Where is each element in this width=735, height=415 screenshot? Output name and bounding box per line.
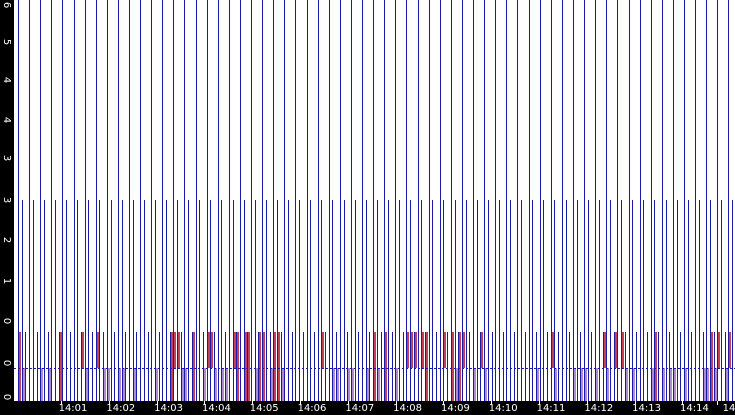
- x-tick-label: 14:04: [202, 403, 231, 414]
- x-tick-label: 14:09: [441, 403, 470, 414]
- y-tick-label: 5: [1, 39, 12, 45]
- x-tick-label: 14:13: [632, 403, 661, 414]
- y-tick-label: 0: [1, 360, 12, 366]
- event-lines: [14, 0, 735, 401]
- y-tick-label: 2: [1, 237, 12, 243]
- x-tick-label: 14: [723, 403, 735, 414]
- x-tick-label: 14:11: [537, 403, 566, 414]
- x-tick-label: 14:08: [393, 403, 422, 414]
- y-tick-label: 6: [1, 2, 12, 8]
- x-tick-label: 14:02: [106, 403, 135, 414]
- x-tick-label: 14:05: [250, 403, 279, 414]
- y-tick-label: 1: [1, 278, 12, 284]
- x-tick-label: 14:03: [154, 403, 183, 414]
- y-tick-label: 4: [1, 117, 12, 123]
- x-tick-label: 14:07: [345, 403, 374, 414]
- x-tick-label: 14:10: [489, 403, 518, 414]
- y-tick-label: 3: [1, 155, 12, 161]
- x-tick-label: 14:12: [584, 403, 613, 414]
- x-tick-label: 14:14: [680, 403, 709, 414]
- y-tick-label: 3: [1, 197, 12, 203]
- y-tick-label: 4: [1, 77, 12, 83]
- x-tick-label: 14:01: [59, 403, 88, 414]
- y-tick-label: 0: [1, 394, 12, 400]
- y-tick-label: 0: [1, 318, 12, 324]
- x-tick-label: 14:06: [298, 403, 327, 414]
